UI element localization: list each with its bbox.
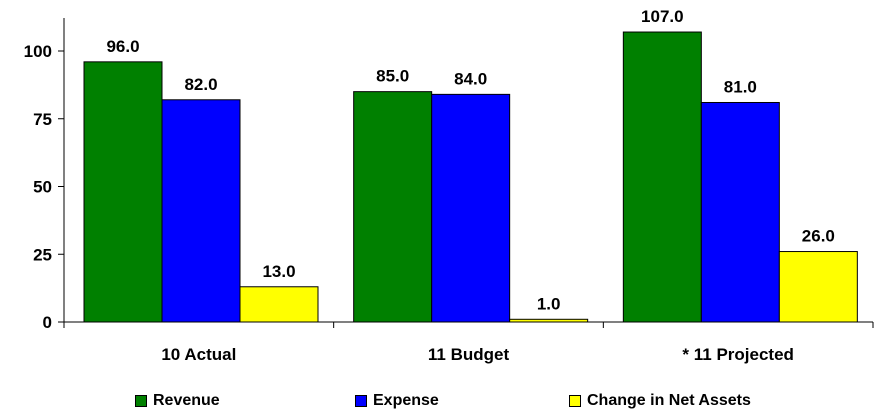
legend-label-expense: Expense [373,392,439,409]
axes: 0 25 50 75 100 10 Actual 11 Budget * 11 Project… [24,18,874,364]
legend-item-revenue: Revenue [135,392,220,410]
legend-item-expense: Expense [355,392,439,410]
y-tick-label: 100 [24,42,52,61]
legend-swatch-expense [355,395,367,407]
bar-revenue [353,91,433,323]
legend-swatch-change-in-net-assets [569,395,581,407]
y-tick-label: 25 [33,245,52,264]
x-category-label: * 11 Projected [682,345,794,364]
legend-swatch-revenue [135,395,147,407]
bar-expense [700,101,780,323]
bar-expense [431,93,511,323]
data-label: 96.0 [106,37,139,56]
data-label: 13.0 [262,262,295,281]
y-tick-label: 50 [33,178,52,197]
x-category-label: 11 Budget [428,345,510,364]
bar-change-in-net-assets [239,286,319,323]
data-label: 26.0 [802,227,835,246]
bar-change-in-net-assets [778,251,858,323]
data-label: 107.0 [641,7,684,26]
bar-change-in-net-assets [509,318,589,323]
bar-revenue [83,61,163,323]
data-label: 82.0 [184,75,217,94]
data-label: 81.0 [724,77,757,96]
legend-label-change-in-net-assets: Change in Net Assets [587,392,751,409]
labels: 96.0 82.0 13.0 85.0 84.0 1.0 107.0 81.0 26.0 [106,7,834,313]
x-category-label: 10 Actual [161,345,236,364]
legend: Revenue Expense Change in Net Assets [0,392,876,418]
legend-item-change-in-net-assets: Change in Net Assets [569,392,751,410]
bar-expense [161,99,241,323]
legend-label-revenue: Revenue [153,392,220,409]
bar-chart: 0 25 50 75 100 10 Actual 11 Budget * 11 Project… [24,7,874,364]
y-tick-label: 75 [33,110,52,129]
bar-revenue [622,31,702,323]
bars [83,31,858,323]
data-label: 84.0 [454,69,487,88]
data-label: 1.0 [537,294,561,313]
data-label: 85.0 [376,67,409,86]
y-tick-label: 0 [43,313,52,332]
